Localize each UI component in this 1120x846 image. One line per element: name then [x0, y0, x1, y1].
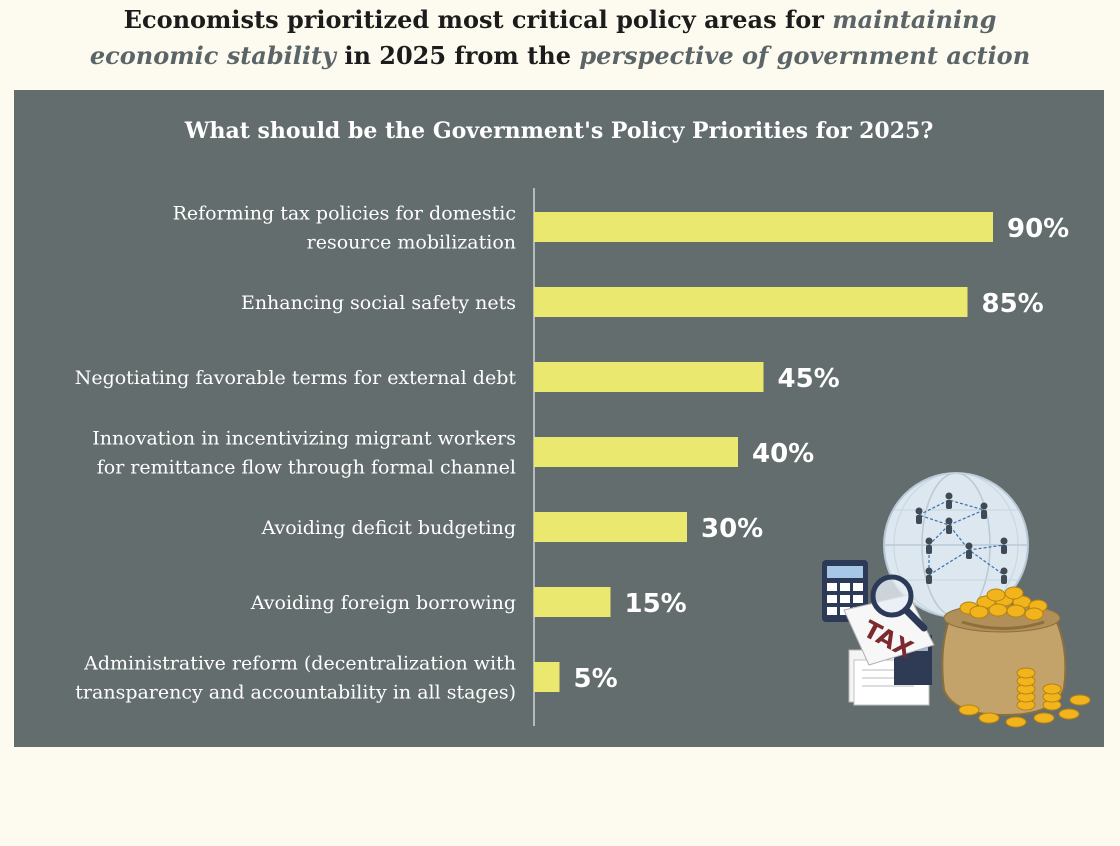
category-label-4: Avoiding deficit budgeting: [261, 517, 516, 539]
chart-panel: What should be the Government's Policy P…: [14, 90, 1104, 747]
calculator-icon: [822, 560, 868, 622]
category-label-6-line-1: transparency and accountability in all s…: [75, 682, 516, 704]
value-label-2: 45%: [778, 364, 840, 394]
value-label-3: 40%: [752, 439, 814, 469]
value-label-5: 15%: [625, 589, 687, 619]
value-label-6: 5%: [574, 664, 618, 694]
bar-4: [534, 512, 687, 542]
magnifier-icon: [870, 574, 928, 632]
category-label-3-line-1: for remittance flow through formal chann…: [97, 457, 516, 479]
category-label-6: Administrative reform (decentralization …: [75, 653, 516, 704]
headline-line-1: Economists prioritized most critical pol…: [0, 2, 1120, 38]
bar-2: [534, 362, 764, 392]
value-label-4: 30%: [701, 514, 763, 544]
headline-accent-3: perspective of government action: [579, 41, 1031, 70]
chart-title: What should be the Government's Policy P…: [184, 118, 934, 144]
headline-accent-1: maintaining: [832, 5, 997, 34]
bars-group: 90% Reforming tax policies for domestic re…: [75, 203, 1070, 704]
bar-5: [534, 587, 611, 617]
bar-6: [534, 662, 560, 692]
bar-chart: 90% Reforming tax policies for domestic re…: [75, 188, 1091, 728]
category-label-3: Innovation in incentivizing migrant work…: [92, 428, 516, 479]
category-label-2-line-0: Negotiating favorable terms for external…: [75, 367, 517, 389]
bar-1: [534, 287, 968, 317]
illustration: TAX: [822, 472, 1091, 728]
gold-coins-icon: [958, 586, 1091, 728]
document-stack-icon: [848, 635, 932, 706]
bar-0: [534, 212, 993, 242]
category-label-6-line-0: Administrative reform (decentralization …: [83, 653, 516, 675]
headline-text-1: Economists prioritized most critical pol…: [123, 5, 833, 34]
headline-text-2: in 2025 from the: [336, 41, 580, 70]
headline: Economists prioritized most critical pol…: [0, 2, 1120, 74]
headline-line-2: economic stability in 2025 from the pers…: [0, 38, 1120, 74]
category-label-4-line-0: Avoiding deficit budgeting: [261, 517, 516, 539]
category-label-3-line-0: Innovation in incentivizing migrant work…: [92, 428, 516, 450]
bar-3: [534, 437, 738, 467]
category-label-5: Avoiding foreign borrowing: [250, 592, 516, 614]
category-label-0-line-0: Reforming tax policies for domestic: [173, 203, 516, 225]
category-label-0-line-1: resource mobilization: [307, 232, 516, 254]
category-label-0: Reforming tax policies for domestic resou…: [173, 203, 516, 254]
category-label-1-line-0: Enhancing social safety nets: [241, 292, 516, 314]
category-label-5-line-0: Avoiding foreign borrowing: [250, 592, 516, 614]
category-label-1: Enhancing social safety nets: [241, 292, 516, 314]
value-label-0: 90%: [1007, 214, 1069, 244]
category-label-2: Negotiating favorable terms for external…: [75, 367, 517, 389]
headline-accent-2: economic stability: [89, 41, 336, 70]
value-label-1: 85%: [982, 289, 1044, 319]
